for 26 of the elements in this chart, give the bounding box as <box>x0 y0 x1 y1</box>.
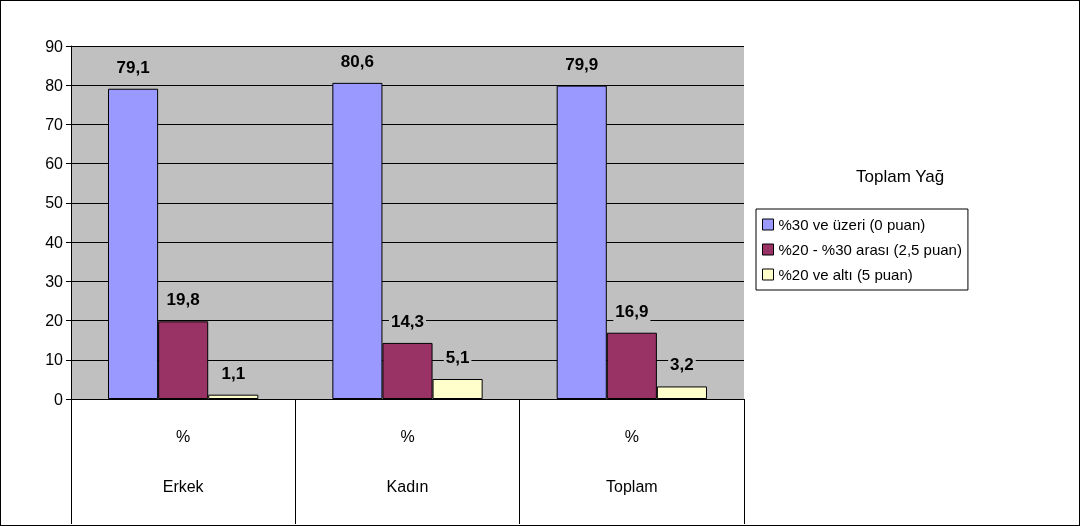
data-label: 80,6 <box>340 51 374 71</box>
category-label: % Toplam <box>606 427 658 495</box>
data-label: 3,2 <box>670 355 694 375</box>
data-label: 14,3 <box>390 311 425 331</box>
y-tick-label: 30 <box>45 272 64 290</box>
category-label: % Erkek <box>162 427 204 495</box>
data-label: 79,1 <box>116 57 150 77</box>
y-tick-label: 0 <box>54 390 64 408</box>
y-tick-label: 50 <box>45 194 64 212</box>
legend-label: %20 - %30 arası (2,5 puan) <box>778 241 962 258</box>
legend-label: %20 ve altı (5 puan) <box>778 266 913 283</box>
y-tick-label: 80 <box>45 76 64 94</box>
y-tick-label: 90 <box>45 37 64 55</box>
category-label: % Kadın <box>386 427 429 495</box>
y-tick-label: 10 <box>45 351 64 369</box>
y-tick-label: 20 <box>45 312 64 330</box>
data-label: 79,9 <box>565 54 599 74</box>
data-label: 19,8 <box>166 290 200 310</box>
data-label: 16,9 <box>615 301 649 321</box>
legend-title: Toplam Yağ <box>856 167 945 186</box>
y-tick-label: 60 <box>45 155 64 173</box>
y-tick-label: 70 <box>45 115 64 133</box>
legend-label: %30 ve üzeri (0 puan) <box>778 216 926 233</box>
data-label: 1,1 <box>221 363 246 383</box>
y-tick-label: 40 <box>45 233 64 251</box>
data-label: 5,1 <box>445 348 470 367</box>
